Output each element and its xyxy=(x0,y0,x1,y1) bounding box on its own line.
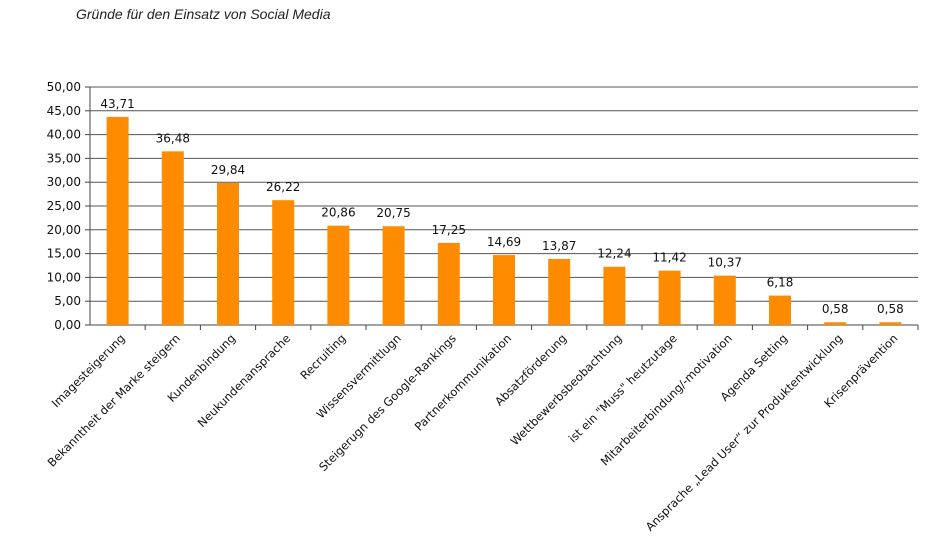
y-tick-labels: 0,00 5,00 10,00 15,00 20,00 25,00 30,00 35,00 40… xyxy=(47,80,81,332)
data-label: 0,58 xyxy=(822,302,849,316)
y-tick-label: 25,00 xyxy=(47,199,81,213)
data-label: 6,18 xyxy=(767,276,794,290)
bars xyxy=(106,116,902,325)
bar xyxy=(824,322,847,325)
data-label: 36,48 xyxy=(156,131,190,145)
bar xyxy=(161,151,184,325)
data-label: 29,84 xyxy=(211,163,245,177)
y-tick-label: 10,00 xyxy=(47,270,81,284)
bar xyxy=(327,225,350,325)
y-tick-label: 15,00 xyxy=(47,247,81,261)
bar xyxy=(658,270,681,325)
y-tick-label: 30,00 xyxy=(47,175,81,189)
y-tick-label: 20,00 xyxy=(47,223,81,237)
y-tick-label: 5,00 xyxy=(54,294,81,308)
x-tick-label: ist ein "Muss" heutzutage xyxy=(566,331,680,445)
bar xyxy=(713,275,736,325)
data-label: 13,87 xyxy=(542,239,576,253)
data-label: 12,24 xyxy=(597,247,631,261)
y-tick-label: 50,00 xyxy=(47,80,81,94)
bar xyxy=(879,322,902,325)
y-tick-label: 45,00 xyxy=(47,104,81,118)
x-tick-label: Partnerkommunikation xyxy=(412,331,514,433)
bar xyxy=(382,226,405,325)
data-label: 0,58 xyxy=(877,302,904,316)
data-label: 10,37 xyxy=(708,256,742,270)
bar xyxy=(603,266,626,325)
x-tick-label: Recruiting xyxy=(297,331,348,382)
data-label: 43,71 xyxy=(100,97,134,111)
data-label: 11,42 xyxy=(652,251,686,265)
bar xyxy=(493,255,515,325)
data-labels: 43,71 36,48 29,84 26,22 20,86 20,75 17,25 14,69… xyxy=(100,97,903,316)
y-tick-label: 40,00 xyxy=(47,128,81,142)
bar xyxy=(548,258,571,325)
bar xyxy=(106,116,129,325)
x-tick-label: Ansprache „Lead User“ zur Produktentwick… xyxy=(643,331,846,534)
data-label: 20,86 xyxy=(321,206,355,220)
y-tick-label: 0,00 xyxy=(54,318,81,332)
data-label: 20,75 xyxy=(376,206,410,220)
bar xyxy=(272,200,295,325)
bar xyxy=(437,242,460,325)
chart-title: Gründe für den Einsatz von Social Media xyxy=(76,6,331,22)
x-tick-label: Wettbewerbsbeobachtung xyxy=(508,331,625,448)
x-tick-label: Neukundenansprache xyxy=(195,331,294,430)
data-label: 14,69 xyxy=(487,235,521,249)
bar xyxy=(217,182,239,325)
data-label: 17,25 xyxy=(432,223,466,237)
bar xyxy=(769,295,791,325)
y-tick-label: 35,00 xyxy=(47,151,81,165)
data-label: 26,22 xyxy=(266,180,300,194)
